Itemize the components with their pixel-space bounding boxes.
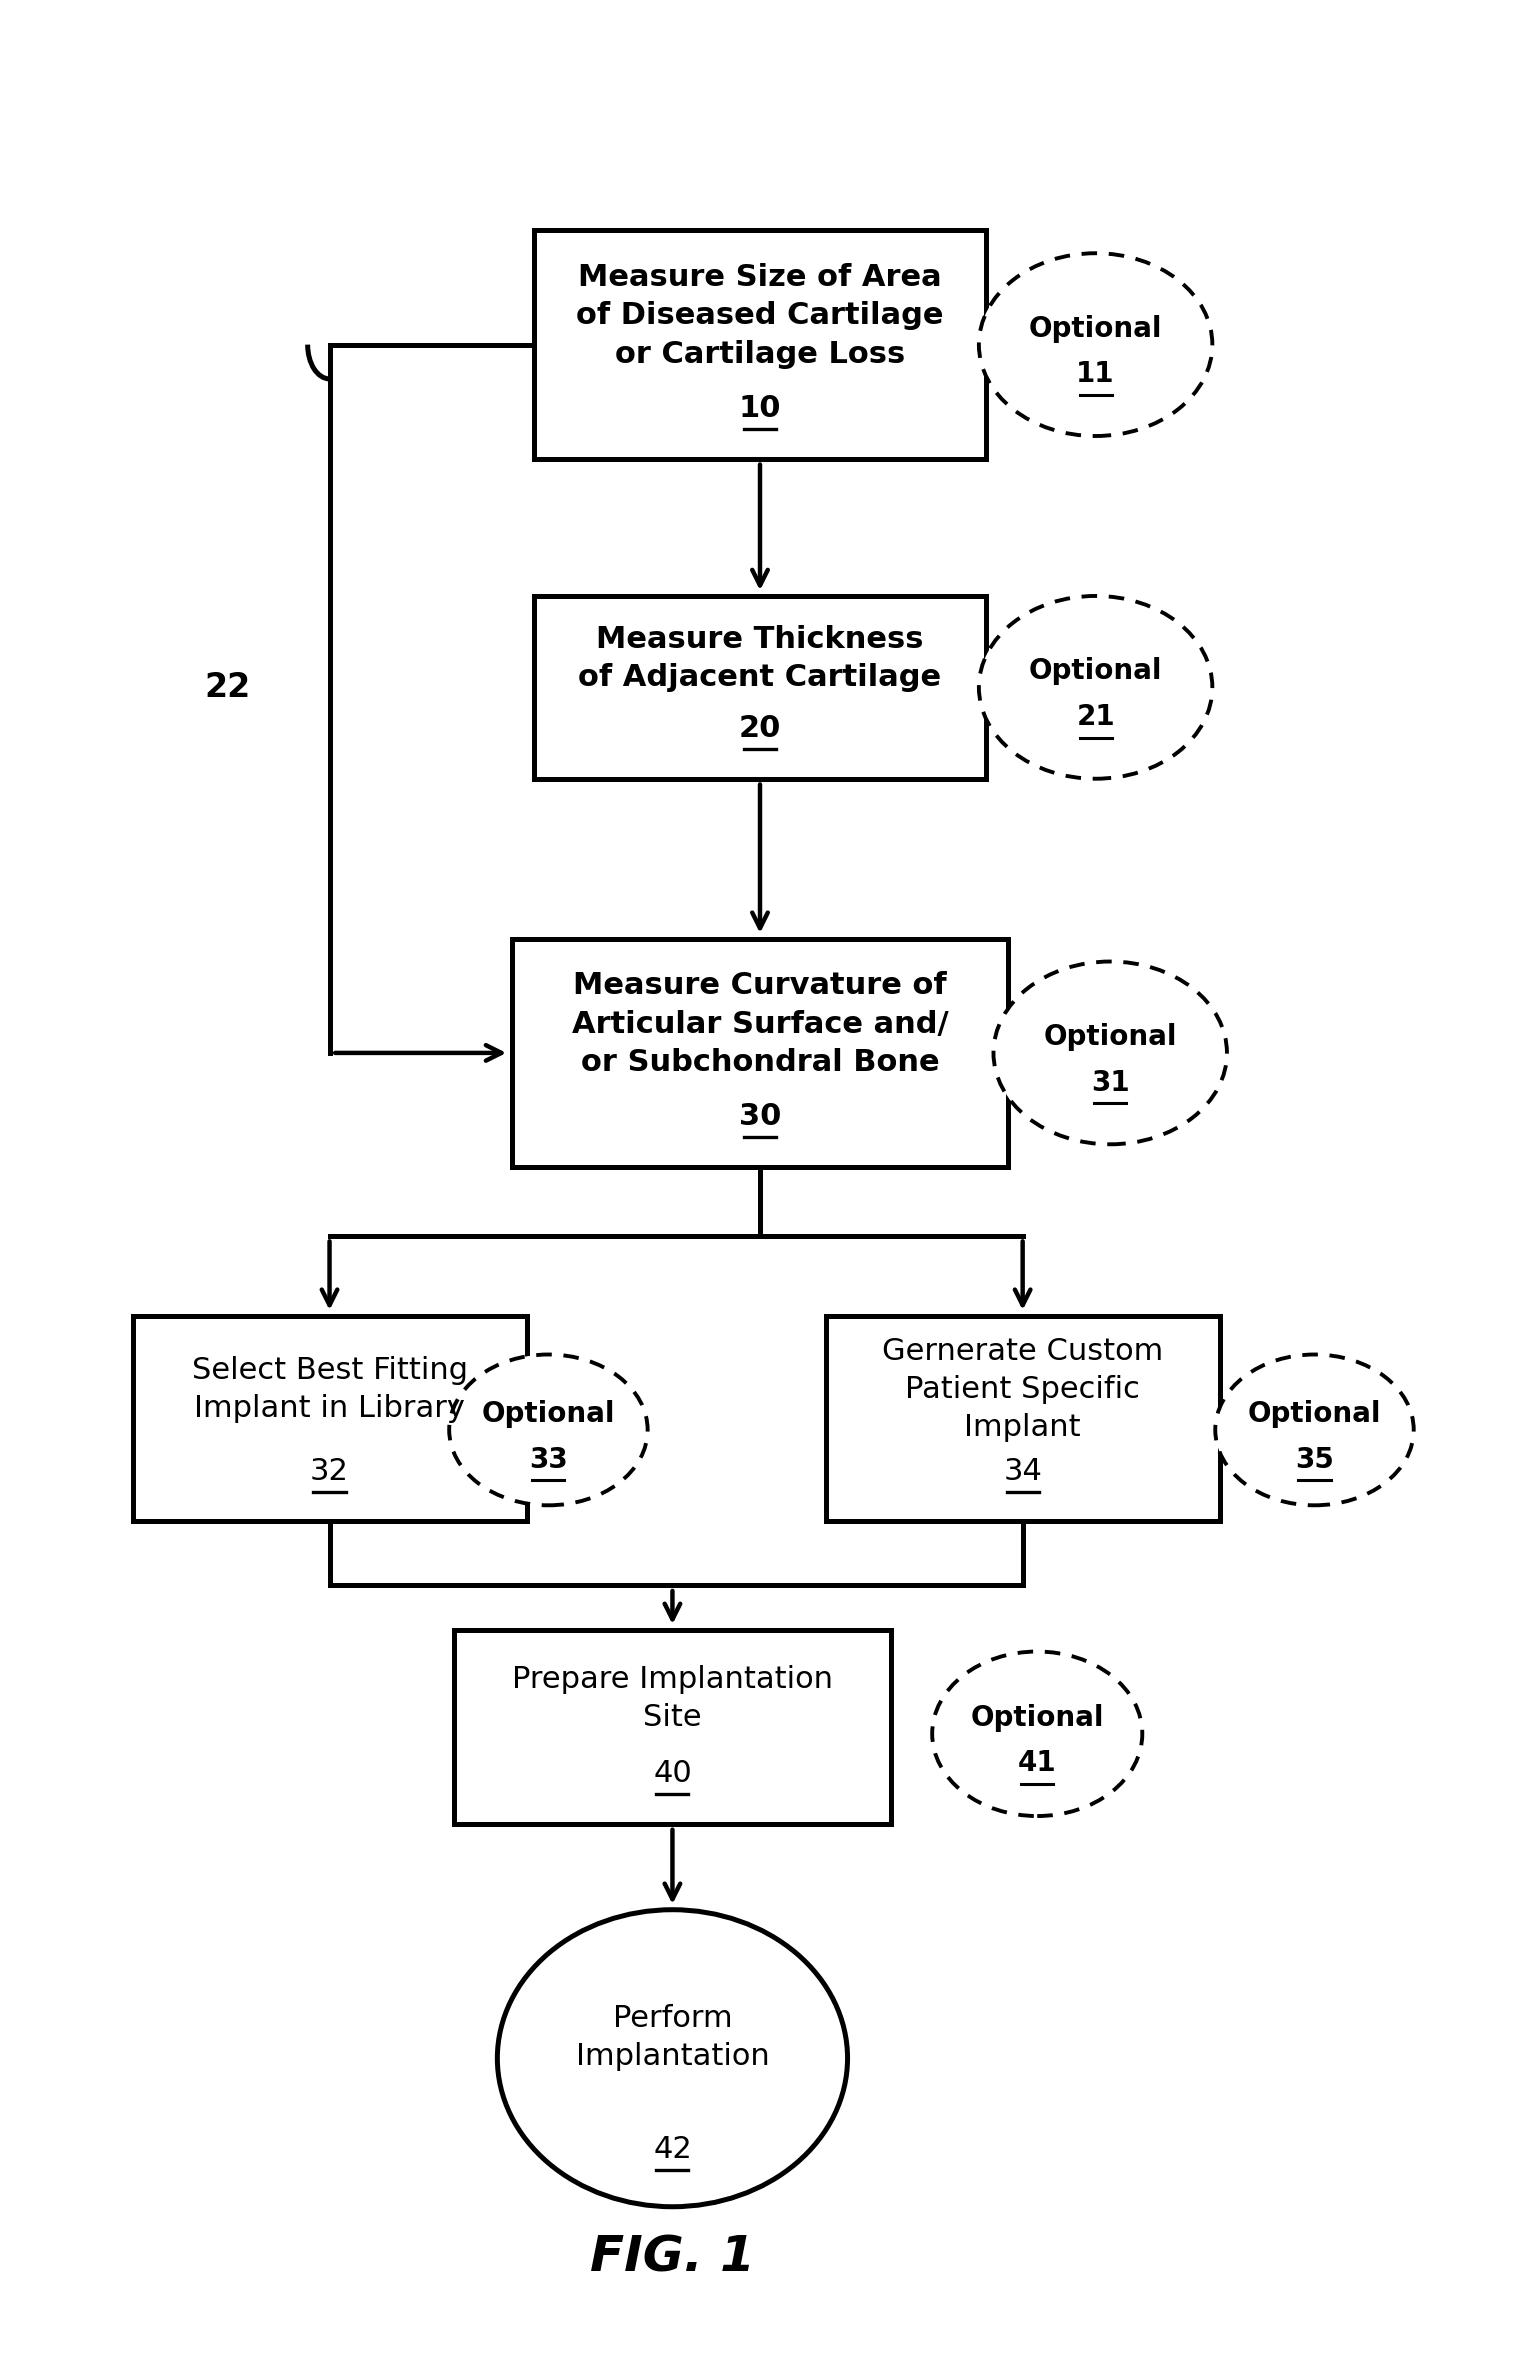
Text: 10: 10 (739, 395, 781, 424)
Text: Optional: Optional (1043, 1023, 1176, 1052)
Bar (453, 1630, 891, 1823)
Text: 42: 42 (654, 2135, 692, 2163)
Ellipse shape (450, 1354, 648, 1504)
Ellipse shape (1216, 1354, 1414, 1504)
Text: 40: 40 (654, 1759, 692, 1787)
Bar (534, 595, 986, 778)
Text: Gernerate Custom
Patient Specific
Implant: Gernerate Custom Patient Specific Implan… (882, 1338, 1163, 1442)
Text: Measure Curvature of
Articular Surface and/
or Subchondral Bone: Measure Curvature of Articular Surface a… (572, 971, 948, 1076)
Bar (534, 231, 986, 459)
Ellipse shape (994, 962, 1227, 1145)
Text: 32: 32 (310, 1457, 350, 1485)
Text: 20: 20 (739, 714, 781, 743)
Text: 21: 21 (1076, 702, 1116, 731)
Text: Optional: Optional (970, 1704, 1104, 1733)
Text: 34: 34 (1003, 1457, 1043, 1485)
Text: FIG. 1: FIG. 1 (590, 2232, 755, 2280)
Text: Prepare Implantation
Site: Prepare Implantation Site (512, 1664, 833, 1733)
Ellipse shape (497, 1909, 848, 2206)
Text: Optional: Optional (482, 1399, 616, 1428)
Ellipse shape (979, 595, 1213, 778)
Text: 31: 31 (1091, 1069, 1129, 1097)
Text: Optional: Optional (1029, 314, 1163, 343)
Text: Optional: Optional (1248, 1399, 1382, 1428)
Ellipse shape (979, 252, 1213, 436)
Ellipse shape (932, 1652, 1143, 1816)
Text: Measure Thickness
of Adjacent Cartilage: Measure Thickness of Adjacent Cartilage (579, 626, 941, 693)
Text: Select Best Fitting
Implant in Library: Select Best Fitting Implant in Library (192, 1357, 468, 1423)
Text: Measure Size of Area
of Diseased Cartilage
or Cartilage Loss: Measure Size of Area of Diseased Cartila… (576, 264, 944, 369)
Text: 11: 11 (1076, 359, 1114, 388)
Text: 35: 35 (1295, 1445, 1335, 1473)
Bar (512, 938, 1008, 1166)
Text: 41: 41 (1018, 1749, 1056, 1778)
Text: 22: 22 (204, 671, 251, 704)
Bar (825, 1316, 1219, 1521)
Bar (132, 1316, 526, 1521)
Text: Perform
Implantation: Perform Implantation (576, 2004, 769, 2071)
Text: 33: 33 (529, 1445, 568, 1473)
Text: Optional: Optional (1029, 657, 1163, 685)
Text: 30: 30 (739, 1102, 781, 1130)
